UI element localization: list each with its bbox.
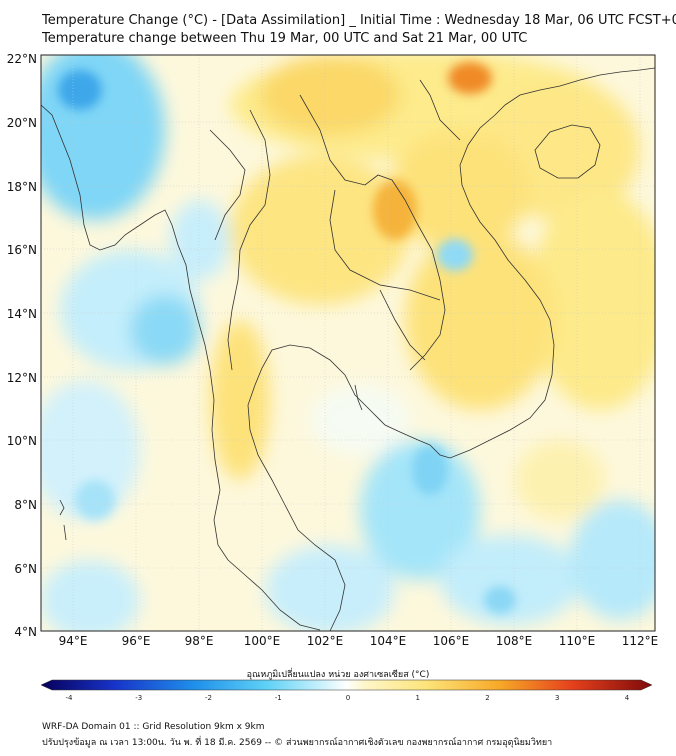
lon-label: 98°E xyxy=(185,634,214,648)
colorbar-tick: -1 xyxy=(275,694,282,702)
colorbar-gradient xyxy=(40,679,653,691)
colorbar-tick: 2 xyxy=(485,694,489,702)
lat-label: 8°N xyxy=(14,498,37,512)
temperature-field xyxy=(41,55,655,631)
lat-label: 18°N xyxy=(7,180,37,194)
map-title: Temperature Change (°C) - [Data Assimila… xyxy=(42,13,676,28)
lat-label: 20°N xyxy=(7,116,37,130)
map-subtitle: Temperature change between Thu 19 Mar, 0… xyxy=(42,31,528,46)
colorbar-tick: 4 xyxy=(625,694,630,702)
footer-credit: ปรับปรุงข้อมูล ณ เวลา 13:00น. วัน พ. ที่… xyxy=(42,738,553,748)
colorbar-title: อุณหภูมิเปลี่ยนแปลง หน่วย องศาเซลเซียส (… xyxy=(246,670,430,680)
colorbar-tick: -3 xyxy=(135,694,142,702)
lon-label: 100°E xyxy=(244,634,281,648)
lon-label: 108°E xyxy=(496,634,533,648)
lon-label: 104°E xyxy=(370,634,407,648)
lat-label: 12°N xyxy=(7,371,37,385)
lon-label: 106°E xyxy=(433,634,470,648)
lon-label: 96°E xyxy=(122,634,151,648)
lon-label: 112°E xyxy=(622,634,659,648)
map-frame xyxy=(40,54,656,632)
coastlines xyxy=(41,67,655,631)
graticule xyxy=(41,55,655,631)
lat-label: 14°N xyxy=(7,307,37,321)
lat-label: 10°N xyxy=(7,434,37,448)
lon-label: 102°E xyxy=(307,634,344,648)
lon-label: 110°E xyxy=(559,634,596,648)
lat-label: 16°N xyxy=(7,243,37,257)
colorbar-tick: 0 xyxy=(346,694,350,702)
longitude-axis: 94°E 96°E 98°E 100°E 102°E 104°E 106°E 1… xyxy=(59,634,659,648)
colorbar-tick: -4 xyxy=(66,694,74,702)
lat-label: 6°N xyxy=(14,562,37,576)
lat-label: 22°N xyxy=(7,52,37,66)
footer-model-info: WRF-DA Domain 01 :: Grid Resolution 9km … xyxy=(42,722,265,732)
colorbar: -4 -3 -2 -1 0 1 2 3 4 xyxy=(40,679,653,702)
colorbar-tick: 3 xyxy=(555,694,559,702)
lat-label: 4°N xyxy=(14,625,37,639)
colorbar-tick: -2 xyxy=(205,694,212,702)
lon-label: 94°E xyxy=(59,634,88,648)
colorbar-tick: 1 xyxy=(416,694,420,702)
latitude-axis: 22°N 20°N 18°N 16°N 14°N 12°N 10°N 8°N 6… xyxy=(7,52,37,639)
